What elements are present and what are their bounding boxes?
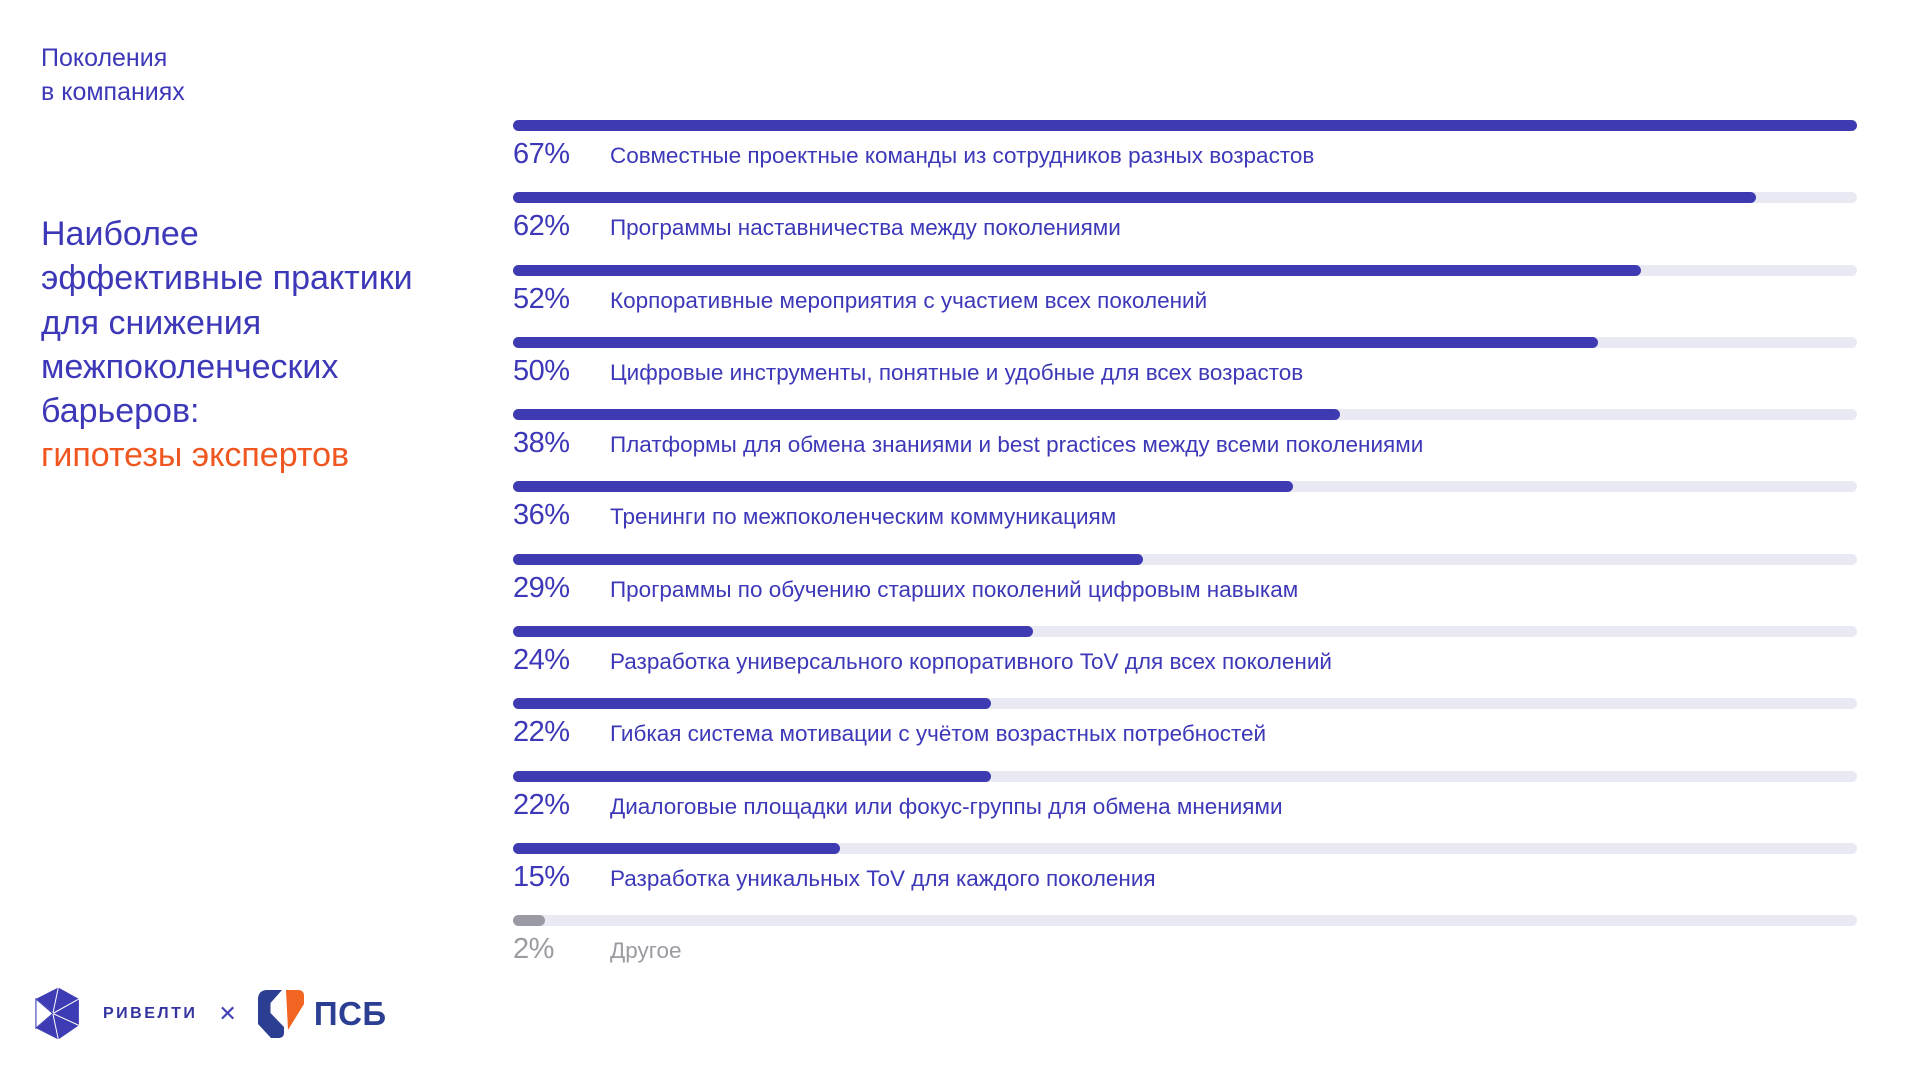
chart-row: 24% Разработка универсального корпоратив… [513, 626, 1857, 698]
bar-value: 50% [513, 354, 570, 387]
bar-value: 67% [513, 138, 570, 170]
page-title: Наиболее эффективные практики для снижен… [41, 212, 413, 478]
bar-track [513, 553, 1857, 565]
bar-track [513, 698, 1857, 710]
bar-fill [513, 915, 546, 927]
psb-logo-icon [257, 989, 304, 1038]
chart-row: 36% Тренинги по межпоколенческим коммуни… [513, 481, 1857, 553]
page-title-main: Наиболее эффективные практики для снижен… [41, 215, 413, 431]
bar-track [513, 770, 1857, 782]
bar-fill [513, 553, 1144, 565]
bar-fill [513, 626, 1034, 638]
bar-fill [513, 481, 1293, 493]
bar-label: Программы наставничества между поколения… [610, 215, 1121, 241]
bar-label: Разработка уникальных ToV для каждого по… [610, 865, 1156, 891]
bar-label: Другое [610, 938, 682, 964]
bar-value: 22% [513, 788, 570, 821]
footer-brands: РИВЕЛТИ ✕ ПСБ [33, 987, 387, 1040]
chart-row: 22% Гибкая система мотивации с учётом во… [513, 698, 1857, 770]
bar-track [513, 336, 1857, 348]
bar-value: 38% [513, 427, 570, 460]
psb-brand-name: ПСБ [313, 994, 387, 1032]
bar-label: Программы по обучению старших поколений … [610, 576, 1299, 602]
bar-value: 22% [513, 716, 570, 749]
bar-track [513, 409, 1857, 421]
bar-track [513, 842, 1857, 854]
chart-row: 2% Другое [513, 915, 1857, 987]
bar-label: Совместные проектные команды из сотрудни… [610, 143, 1315, 168]
bar-track [513, 915, 1857, 927]
bar-fill [513, 120, 1857, 131]
rivelti-logo-icon [35, 987, 80, 1040]
bar-fill [513, 842, 840, 854]
bar-label: Диалоговые площадки или фокус-группы для… [610, 793, 1283, 819]
chart-row: 52% Корпоративные мероприятия с участием… [513, 264, 1857, 337]
bar-track [513, 192, 1857, 204]
bar-label: Платформы для обмена знаниями и best pra… [610, 432, 1424, 458]
bar-fill [513, 192, 1757, 204]
bar-value: 24% [513, 644, 570, 677]
chart-row: 50% Цифровые инструменты, понятные и удо… [513, 336, 1857, 409]
bar-fill [513, 336, 1598, 348]
chart-row: 62% Программы наставничества между покол… [513, 192, 1857, 264]
chart-row: 29% Программы по обучению старших поколе… [513, 553, 1857, 626]
bar-label: Корпоративные мероприятия с участием все… [610, 287, 1208, 313]
bar-track [513, 264, 1857, 276]
bar-value: 52% [513, 282, 570, 315]
bar-value: 15% [513, 860, 570, 893]
collab-x-icon: ✕ [218, 1000, 237, 1026]
bar-value: 36% [513, 499, 570, 532]
kicker: Поколения в компаниях [41, 44, 185, 106]
bar-fill [513, 770, 992, 782]
bar-label: Тренинги по межпоколенческим коммуникаци… [610, 504, 1117, 530]
chart-row: 67% Совместные проектные команды из сотр… [513, 120, 1857, 192]
bar-chart: 67% Совместные проектные команды из сотр… [513, 120, 1857, 988]
chart-row: 22% Диалоговые площадки или фокус-группы… [513, 770, 1857, 843]
page-title-subtitle: гипотезы экспертов [41, 436, 350, 475]
bar-label: Разработка универсального корпоративного… [610, 649, 1332, 675]
bar-track [513, 481, 1857, 493]
bar-value: 29% [513, 571, 570, 604]
bar-value: 62% [513, 210, 570, 243]
bar-fill [513, 698, 992, 710]
rivelti-brand-name: РИВЕЛТИ [103, 1004, 198, 1022]
bar-track [513, 626, 1857, 638]
chart-row: 15% Разработка уникальных ToV для каждог… [513, 842, 1857, 915]
bar-fill [513, 264, 1641, 276]
chart-row: 38% Платформы для обмена знаниями и best… [513, 409, 1857, 481]
bar-value: 2% [513, 933, 554, 966]
bar-track [513, 120, 1857, 131]
bar-label: Гибкая система мотивации с учётом возрас… [610, 721, 1267, 747]
bar-label: Цифровые инструменты, понятные и удобные… [610, 359, 1304, 385]
bar-fill [513, 409, 1340, 421]
